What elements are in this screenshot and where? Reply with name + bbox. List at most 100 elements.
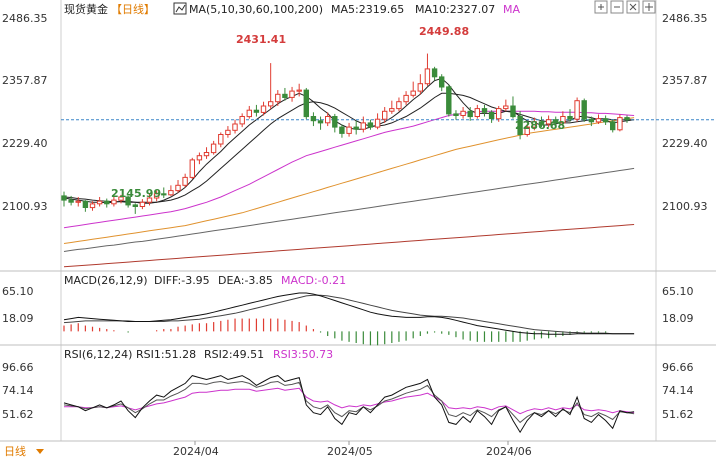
date-label-april: 2024/04 — [173, 445, 219, 458]
rsi-tick-2: 74.14 — [2, 384, 34, 397]
ma5-line — [63, 77, 635, 204]
candle-down — [538, 121, 545, 125]
candle-up — [75, 200, 81, 203]
ma10-line — [63, 92, 635, 203]
rsi-header: RSI(6,12,24) RSI1:51.28 RSI2:49.51 RSI3:… — [64, 348, 333, 361]
candle-up — [289, 90, 295, 98]
period-button-label[interactable]: 日线 — [4, 444, 26, 458]
rsi-tick-right-2: 74.14 — [662, 384, 694, 397]
macd-macd-value: MACD:-0.21 — [281, 274, 346, 287]
candle-up — [410, 90, 416, 96]
rsi-tick-1: 96.66 — [2, 361, 34, 374]
ma60-line — [63, 117, 635, 244]
candle-down — [332, 116, 338, 128]
candle-up — [111, 199, 117, 205]
candle-down — [510, 105, 516, 118]
candle-down — [446, 86, 452, 115]
macd-dea-line — [63, 294, 635, 335]
moving-average-lines — [63, 77, 635, 268]
macd-tick-right-2: 18.09 — [662, 312, 694, 325]
candle-down — [367, 122, 374, 128]
macd-plot — [63, 292, 635, 346]
annotation-high-2: 2449.88 — [419, 25, 469, 38]
candle-up — [275, 93, 281, 103]
candle-up — [524, 126, 530, 135]
zoom-in-icon[interactable] — [594, 0, 608, 14]
ma30-line — [63, 110, 635, 229]
candle-up — [210, 143, 217, 154]
candle-up — [325, 116, 331, 124]
candle-up — [545, 119, 552, 125]
rsi-tick-right-1: 96.66 — [662, 361, 694, 374]
candle-up — [424, 68, 431, 85]
macd-axis: 65.10 18.09 65.10 18.09 — [2, 285, 694, 325]
price-tick-2: 2357.87 — [2, 74, 48, 87]
candle-up — [218, 134, 224, 145]
candle-up — [260, 105, 267, 113]
candle-down — [481, 108, 488, 113]
candle-up — [496, 108, 502, 120]
candle-up — [96, 200, 103, 205]
date-label-june: 2024/06 — [486, 445, 532, 458]
candle-down — [68, 199, 74, 203]
candle-up — [182, 176, 188, 186]
rsi-tick-3: 51.62 — [2, 408, 34, 421]
macd-dea-value: DEA:-3.85 — [218, 274, 273, 287]
candle-down — [317, 120, 324, 124]
candle-down — [132, 204, 139, 207]
candle-up — [531, 121, 537, 128]
candle-down — [602, 118, 609, 123]
rsi3-line — [64, 387, 635, 415]
ma-toggle-icon[interactable] — [173, 2, 187, 15]
price-axis-right: 2486.35 2357.87 2229.40 2100.93 — [662, 12, 708, 213]
candle-up — [89, 203, 96, 209]
price-annotations: 2431.41 2449.88 2145.99 2286.68 — [111, 25, 565, 200]
candle-up — [574, 100, 580, 120]
candle-up — [417, 83, 424, 92]
layout-icon[interactable] — [642, 0, 656, 14]
candle-down — [61, 195, 67, 201]
candle-up — [175, 184, 181, 192]
candle-up — [153, 193, 160, 199]
annotation-low-1: 2145.99 — [111, 187, 161, 200]
candle-up — [617, 117, 623, 131]
macd-tick-right-1: 65.10 — [662, 285, 694, 298]
candle-up — [225, 129, 231, 136]
annotation-high-1: 2431.41 — [236, 33, 286, 46]
candle-down — [431, 68, 438, 78]
candle-down — [253, 109, 260, 113]
rsi3-value: RSI3:50.73 — [273, 348, 333, 361]
candle-up — [460, 110, 466, 117]
period-button[interactable]: 日线 — [4, 444, 44, 458]
candle-up — [595, 118, 602, 123]
candle-down — [467, 110, 473, 118]
rsi-params-label: RSI(6,12,24) — [64, 348, 132, 361]
ma10-value: MA10:2327.07 — [415, 3, 495, 16]
zoom-out-icon[interactable] — [610, 0, 624, 14]
candle-up — [246, 109, 253, 118]
candle-up — [382, 110, 388, 120]
candle-up — [203, 152, 210, 157]
candle-down — [161, 193, 167, 196]
ma200-line — [63, 224, 635, 268]
price-tick-right-1: 2486.35 — [662, 12, 708, 25]
macd-tick-2: 18.09 — [2, 312, 34, 325]
rsi1-value: RSI1:51.28 — [136, 348, 196, 361]
settings-icon[interactable] — [626, 0, 640, 14]
candle-down — [439, 76, 445, 88]
price-tick-1: 2486.35 — [2, 12, 48, 25]
chevron-down-icon[interactable] — [36, 449, 44, 454]
ma100-line — [63, 167, 635, 252]
candle-up — [360, 122, 367, 130]
macd-diff-line — [63, 292, 635, 335]
ma-params-label: MA(5,10,30,60,100,200) — [189, 3, 323, 16]
date-label-may: 2024/05 — [327, 445, 373, 458]
macd-header: MACD(26,12,9) DIFF:-3.95 DEA:-3.85 MACD:… — [64, 274, 346, 287]
rsi-tick-right-3: 51.62 — [662, 408, 694, 421]
period-label: 【日线】 — [111, 2, 155, 16]
candle-down — [553, 119, 559, 124]
rsi-axis: 96.66 74.14 51.62 96.66 74.14 51.62 — [2, 361, 694, 421]
candle-down — [303, 89, 310, 118]
ma-tail-label: MA — [503, 3, 520, 16]
candle-up — [139, 201, 146, 208]
